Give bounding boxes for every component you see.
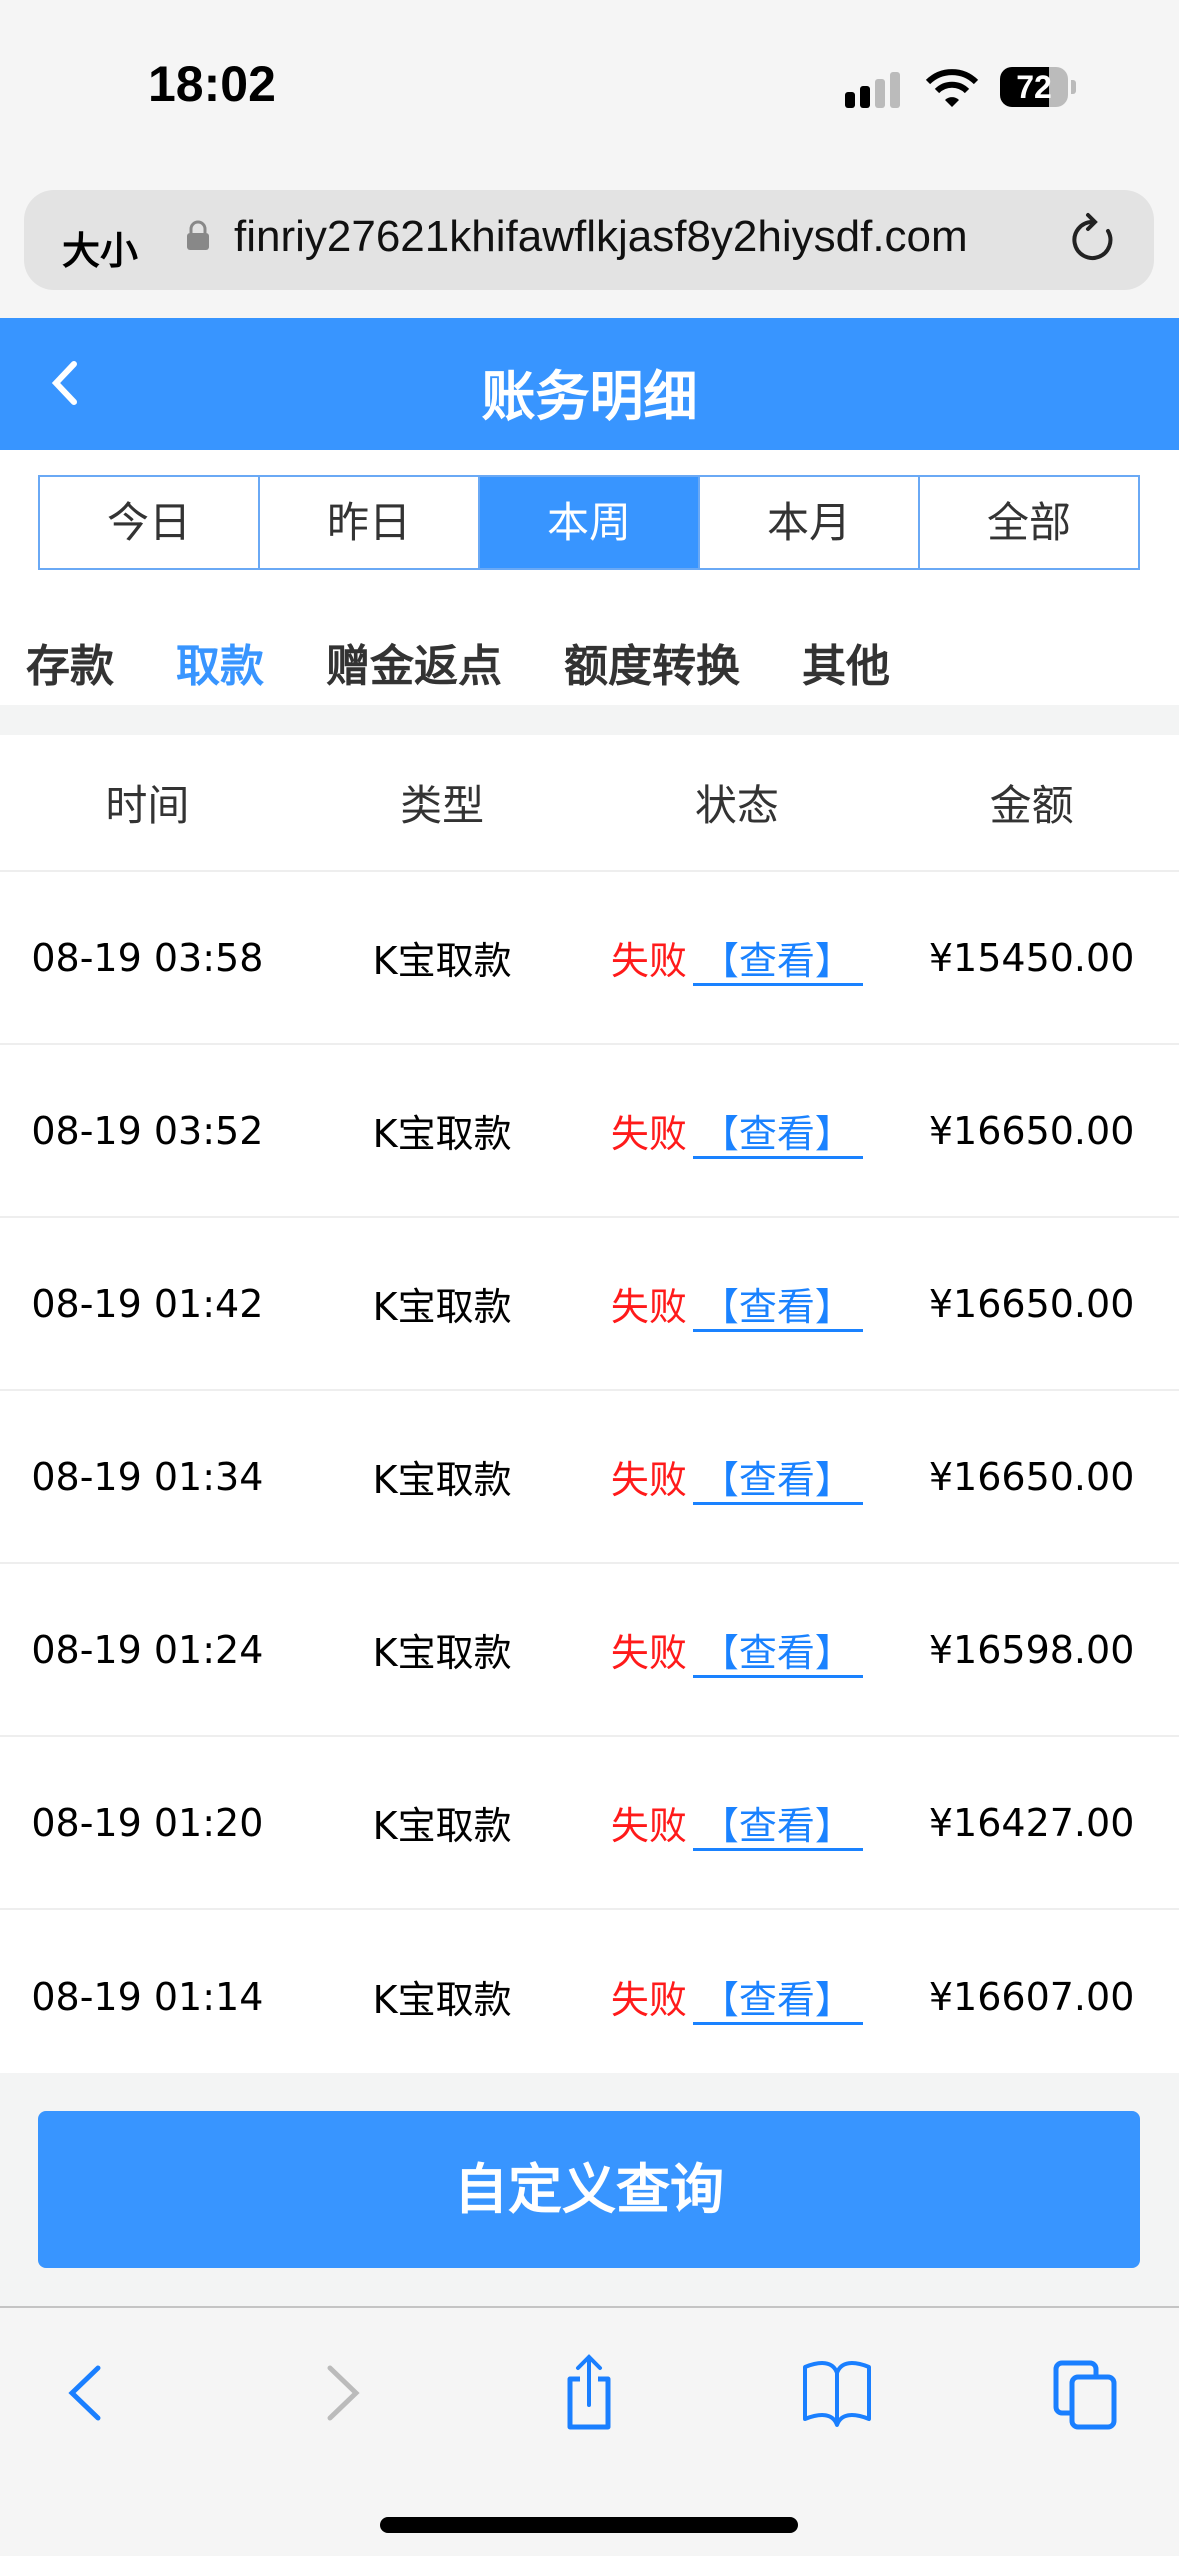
custom-query-button[interactable]: 自定义查询 xyxy=(38,2111,1140,2268)
share-icon[interactable] xyxy=(556,2353,622,2433)
row-time: 08-19 01:20 xyxy=(31,1800,264,1845)
table-row: 08-19 01:24 K宝取款 失败 【查看】 ¥16598.00 xyxy=(0,1564,1179,1737)
header-time: 时间 xyxy=(105,781,190,830)
back-arrow-icon[interactable] xyxy=(46,358,86,408)
header-type: 类型 xyxy=(400,781,485,830)
clock: 18:02 xyxy=(148,56,276,112)
view-details-link[interactable]: 【查看】 xyxy=(692,1112,863,1159)
row-type: K宝取款 xyxy=(372,1112,512,1156)
row-amount: ¥16650.00 xyxy=(928,1454,1135,1499)
category-tabs: 存款 取款 赠金返点 额度转换 其他 xyxy=(26,630,952,694)
lock-icon xyxy=(187,220,209,250)
tab-yesterday[interactable]: 昨日 xyxy=(260,477,480,568)
status-failed: 失败 xyxy=(610,939,687,983)
row-type: K宝取款 xyxy=(372,1804,512,1848)
row-type: K宝取款 xyxy=(372,1631,512,1675)
row-amount: ¥16607.00 xyxy=(928,1974,1135,2019)
status-bar: 18:02 72 xyxy=(0,0,1179,170)
view-details-link[interactable]: 【查看】 xyxy=(692,1285,863,1332)
row-time: 08-19 01:42 xyxy=(31,1281,264,1326)
table-row: 08-19 03:58 K宝取款 失败 【查看】 ¥15450.00 xyxy=(0,872,1179,1045)
row-status: 失败 【查看】 xyxy=(590,1622,885,1678)
row-type: K宝取款 xyxy=(372,1458,512,1502)
row-type: K宝取款 xyxy=(372,1285,512,1329)
status-failed: 失败 xyxy=(610,1631,687,1675)
tabs-icon[interactable] xyxy=(1050,2353,1124,2433)
divider xyxy=(0,705,1179,735)
table-row: 08-19 01:34 K宝取款 失败 【查看】 ¥16650.00 xyxy=(0,1391,1179,1564)
category-other[interactable]: 其他 xyxy=(802,641,890,692)
row-time: 08-19 01:24 xyxy=(31,1627,264,1672)
browser-back-icon[interactable] xyxy=(60,2353,110,2433)
header-amount: 金额 xyxy=(989,781,1074,830)
row-status: 失败 【查看】 xyxy=(590,1795,885,1851)
table-row: 08-19 01:14 K宝取款 失败 【查看】 ¥16607.00 xyxy=(0,1910,1179,2083)
browser-forward-icon[interactable] xyxy=(318,2353,368,2433)
category-deposit[interactable]: 存款 xyxy=(26,641,114,692)
status-failed: 失败 xyxy=(610,1458,687,1502)
battery-tip xyxy=(1071,80,1076,94)
text-size-button[interactable]: 大小 xyxy=(62,229,139,273)
battery-indicator: 72 xyxy=(1000,67,1068,107)
home-indicator xyxy=(380,2517,798,2533)
table-row: 08-19 01:42 K宝取款 失败 【查看】 ¥16650.00 xyxy=(0,1218,1179,1391)
page-header: 账务明细 xyxy=(0,318,1179,450)
view-details-link[interactable]: 【查看】 xyxy=(692,1631,863,1678)
category-withdraw[interactable]: 取款 xyxy=(176,641,264,692)
address-bar[interactable]: 大小 finriy27621khifawflkjasf8y2hiysdf.com xyxy=(24,190,1154,290)
view-details-link[interactable]: 【查看】 xyxy=(692,1804,863,1851)
view-details-link[interactable]: 【查看】 xyxy=(692,1458,863,1505)
row-status: 失败 【查看】 xyxy=(590,930,885,986)
category-bonus-rebate[interactable]: 赠金返点 xyxy=(326,641,502,692)
status-failed: 失败 xyxy=(610,1804,687,1848)
table-row: 08-19 03:52 K宝取款 失败 【查看】 ¥16650.00 xyxy=(0,1045,1179,1218)
header-status: 状态 xyxy=(694,781,779,830)
row-time: 08-19 03:52 xyxy=(31,1108,264,1153)
row-status: 失败 【查看】 xyxy=(590,1103,885,1159)
row-amount: ¥16650.00 xyxy=(928,1281,1135,1326)
row-time: 08-19 03:58 xyxy=(31,935,264,980)
view-details-link[interactable]: 【查看】 xyxy=(692,939,863,986)
tab-today[interactable]: 今日 xyxy=(40,477,260,568)
row-type: K宝取款 xyxy=(372,939,512,983)
table-row: 08-19 01:20 K宝取款 失败 【查看】 ¥16427.00 xyxy=(0,1737,1179,1910)
row-amount: ¥15450.00 xyxy=(928,935,1135,980)
row-amount: ¥16598.00 xyxy=(928,1627,1135,1672)
row-time: 08-19 01:34 xyxy=(31,1454,264,1499)
row-type: K宝取款 xyxy=(372,1978,512,2022)
status-failed: 失败 xyxy=(610,1112,687,1156)
status-failed: 失败 xyxy=(610,1978,687,2022)
reload-icon[interactable] xyxy=(1064,212,1120,268)
category-transfer[interactable]: 额度转换 xyxy=(564,641,740,692)
row-status: 失败 【查看】 xyxy=(590,1449,885,1505)
status-failed: 失败 xyxy=(610,1285,687,1329)
bookmarks-icon[interactable] xyxy=(800,2353,874,2433)
wifi-icon xyxy=(925,69,979,107)
url-text[interactable]: finriy27621khifawflkjasf8y2hiysdf.com xyxy=(234,212,968,261)
view-details-link[interactable]: 【查看】 xyxy=(692,1978,863,2025)
transactions-table: 时间 类型 状态 金额 08-19 03:58 K宝取款 失败 【查看】 ¥154… xyxy=(0,735,1179,2083)
row-amount: ¥16427.00 xyxy=(928,1800,1135,1845)
row-status: 失败 【查看】 xyxy=(590,1969,885,2025)
tab-this-month[interactable]: 本月 xyxy=(700,477,920,568)
row-status: 失败 【查看】 xyxy=(590,1276,885,1332)
browser-toolbar xyxy=(0,2306,1179,2556)
period-tabs: 今日 昨日 本周 本月 全部 xyxy=(38,475,1140,570)
table-header: 时间 类型 状态 金额 xyxy=(0,735,1179,872)
tab-all[interactable]: 全部 xyxy=(920,477,1138,568)
tab-this-week[interactable]: 本周 xyxy=(480,477,700,568)
filter-area: 今日 昨日 本周 本月 全部 存款 取款 赠金返点 额度转换 其他 xyxy=(0,450,1179,705)
cellular-signal-icon xyxy=(845,72,900,108)
row-time: 08-19 01:14 xyxy=(31,1974,264,2019)
row-amount: ¥16650.00 xyxy=(928,1108,1135,1153)
page-title: 账务明细 xyxy=(481,365,698,428)
